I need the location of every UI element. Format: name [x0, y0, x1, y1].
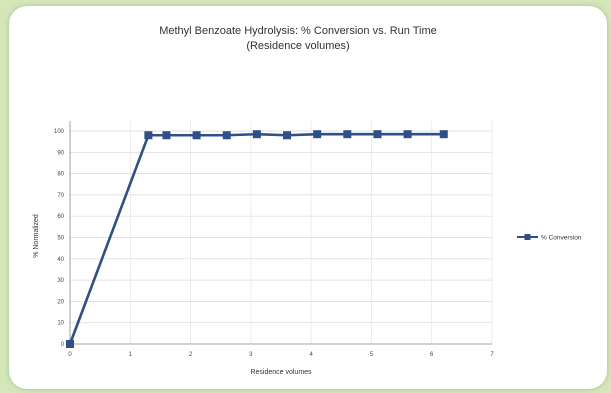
- y-tick-label: 30: [57, 278, 64, 284]
- y-tick-label: 100: [54, 129, 65, 135]
- data-point: [162, 131, 171, 140]
- x-tick-labels: 0 1 2 3 4 5 6 7: [68, 352, 494, 358]
- y-tick-label: 0: [61, 342, 65, 348]
- y-tick-label: 10: [57, 321, 64, 327]
- y-tick-label: 50: [57, 236, 64, 242]
- data-point: [373, 130, 382, 139]
- legend: % Conversion: [517, 234, 582, 242]
- y-tick-label: 80: [57, 172, 64, 178]
- x-axis-label: Residence volumes: [250, 369, 312, 376]
- y-axis-label: % Normalized: [33, 214, 40, 258]
- gridlines: [70, 121, 493, 344]
- data-point: [66, 340, 74, 348]
- x-tick-label: 6: [430, 352, 434, 358]
- data-point: [252, 130, 261, 139]
- data-point: [403, 130, 412, 139]
- x-tick-label: 4: [309, 352, 313, 358]
- x-tick-label: 3: [249, 352, 253, 358]
- x-tick-label: 2: [189, 352, 193, 358]
- y-tick-label: 70: [57, 193, 64, 199]
- legend-marker-swatch: [524, 234, 531, 240]
- x-tick-label: 5: [370, 352, 374, 358]
- chart-title: Methyl Benzoate Hydrolysis: % Conversion…: [159, 25, 437, 37]
- data-point: [313, 130, 322, 139]
- chart-card: [9, 6, 607, 389]
- chart-subtitle: (Residence volumes): [246, 40, 349, 52]
- data-point: [283, 131, 292, 140]
- y-tick-label: 40: [57, 257, 64, 263]
- data-point: [439, 130, 448, 139]
- data-point: [222, 131, 231, 140]
- legend-label: % Conversion: [541, 235, 582, 242]
- x-tick-label: 0: [68, 352, 72, 358]
- series-line: [68, 132, 444, 345]
- data-point: [192, 131, 201, 140]
- x-tick-label: 1: [129, 352, 133, 358]
- data-point: [343, 130, 352, 139]
- x-tick-label: 7: [490, 352, 494, 358]
- y-tick-labels: 0 10 20 30 40 50 60 70 80 90 100: [54, 129, 65, 348]
- y-tick-label: 60: [57, 214, 64, 220]
- data-point: [144, 131, 153, 140]
- y-tick-label: 20: [57, 299, 64, 305]
- series-group: [66, 130, 448, 348]
- y-tick-label: 90: [57, 150, 64, 156]
